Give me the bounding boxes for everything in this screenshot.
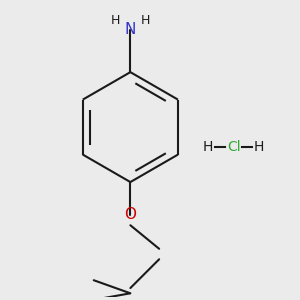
Text: H: H (111, 14, 120, 27)
Text: O: O (124, 207, 136, 222)
Text: H: H (202, 140, 213, 154)
Text: H: H (254, 140, 264, 154)
Text: Cl: Cl (227, 140, 241, 154)
Text: N: N (125, 22, 136, 37)
Text: H: H (141, 14, 150, 27)
